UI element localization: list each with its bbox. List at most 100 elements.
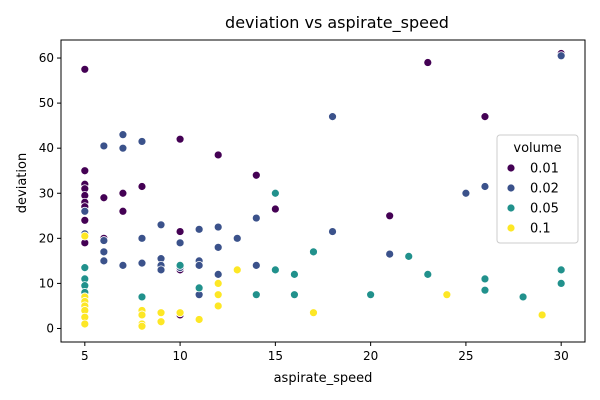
data-point [328, 112, 337, 122]
data-point [137, 292, 147, 302]
data-point [556, 51, 566, 61]
data-point [156, 220, 166, 230]
data-point [118, 260, 128, 270]
data-point [213, 301, 223, 311]
legend-label: 0.02 [530, 182, 559, 197]
data-point [480, 112, 490, 122]
data-point [194, 315, 204, 324]
data-point [328, 227, 337, 236]
data-point [99, 256, 109, 266]
data-point [175, 308, 185, 318]
data-point [156, 265, 166, 275]
x-tick-label: 30 [554, 349, 569, 363]
data-point [194, 283, 204, 293]
x-tick-label: 10 [172, 349, 187, 363]
legend-marker [506, 163, 516, 173]
data-point [80, 231, 90, 241]
x-tick-label: 20 [363, 349, 378, 363]
plot-area: 5 10 15 20 25 30 0 10 20 30 40 50 60 [39, 39, 586, 363]
data-point [175, 238, 185, 248]
legend-label: 0.1 [530, 222, 551, 237]
data-point [442, 290, 452, 300]
y-tick-label: 40 [39, 141, 54, 155]
data-point [537, 310, 547, 320]
data-point [137, 137, 147, 146]
data-point [213, 150, 223, 160]
data-point [118, 143, 128, 153]
data-point [175, 260, 185, 270]
data-point [80, 64, 90, 74]
data-point [251, 260, 261, 270]
data-point [118, 206, 128, 216]
data-point [137, 258, 147, 268]
y-tick-label: 0 [46, 321, 54, 335]
data-point [309, 247, 318, 257]
data-point [175, 227, 185, 236]
x-axis-label: aspirate_speed [274, 371, 373, 386]
data-point [137, 321, 147, 331]
data-point [290, 290, 299, 300]
data-point [213, 242, 223, 252]
legend-title: volume [513, 141, 561, 156]
data-point [423, 58, 433, 67]
data-point [518, 292, 528, 302]
y-tick-label: 20 [39, 231, 54, 245]
data-point [480, 182, 490, 191]
data-point [232, 233, 242, 243]
data-point [461, 188, 471, 198]
data-point [137, 310, 147, 320]
data-point [385, 249, 395, 259]
data-point [99, 193, 109, 203]
data-point [251, 170, 261, 180]
chart-title: deviation vs aspirate_speed [225, 13, 449, 33]
data-point [80, 263, 90, 273]
y-tick-label: 30 [39, 186, 54, 200]
legend-box [496, 134, 579, 244]
data-point [480, 285, 490, 295]
data-point [480, 274, 490, 284]
data-point [366, 290, 376, 300]
data-point [213, 279, 223, 288]
y-tick-label: 50 [39, 96, 54, 110]
data-point [99, 236, 109, 245]
data-point [270, 188, 280, 198]
data-point [309, 308, 318, 318]
data-point [118, 188, 128, 198]
data-point [137, 233, 147, 243]
y-tick-label: 10 [39, 276, 54, 290]
data-point [156, 317, 166, 327]
data-point [270, 204, 280, 214]
data-point [251, 213, 261, 223]
data-point [194, 260, 204, 270]
legend-marker [506, 223, 516, 233]
data-point [556, 265, 566, 275]
data-point [232, 265, 242, 275]
data-point [194, 224, 204, 234]
data-point [80, 319, 90, 329]
legend: volume 0.01 0.02 0.05 0.1 [496, 134, 579, 244]
y-tick-label: 60 [39, 51, 54, 65]
axes-frame [60, 39, 586, 343]
data-point [80, 166, 90, 176]
data-point [213, 222, 223, 232]
legend-label: 0.01 [530, 162, 559, 177]
legend-label: 0.05 [530, 202, 559, 217]
data-point [213, 290, 223, 300]
data-point [423, 269, 433, 279]
data-point [251, 290, 261, 300]
data-point [80, 206, 90, 216]
y-axis-label: deviation [15, 153, 30, 213]
data-point [137, 182, 147, 191]
x-tick-label: 5 [81, 349, 89, 363]
data-point [156, 308, 166, 318]
data-point [290, 269, 299, 279]
data-point [118, 130, 128, 140]
legend-marker [506, 203, 516, 213]
x-tick-label: 25 [458, 349, 473, 363]
data-point [213, 269, 223, 279]
x-tick-label: 15 [268, 349, 283, 363]
data-point [99, 141, 109, 151]
data-point [99, 247, 109, 257]
data-point [270, 265, 280, 275]
